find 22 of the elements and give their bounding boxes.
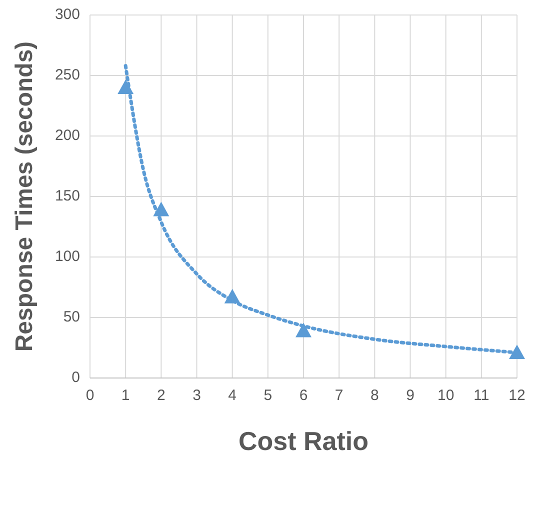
y-tick-label: 250 [54,66,80,84]
x-tick-label: 1 [121,387,130,404]
y-axis-title: Response Times (seconds) [11,41,38,352]
x-tick-label: 4 [228,387,237,404]
x-tick-label: 7 [334,387,344,404]
y-tick-label: 300 [54,6,80,23]
x-tick-label: 9 [406,387,414,404]
x-tick-label: 0 [86,387,94,404]
x-tick-label: 12 [508,387,526,404]
x-tick-label: 8 [370,387,379,404]
x-tick-label: 3 [192,387,201,404]
x-tick-label: 6 [299,387,308,404]
x-tick-label: 5 [264,387,272,404]
x-axis-title: Cost Ratio [238,426,368,456]
y-tick-label: 200 [54,126,80,144]
x-tick-label: 11 [474,387,490,404]
y-tick-label: 150 [54,187,80,204]
x-tick-label: 2 [156,387,166,404]
y-tick-label: 100 [54,248,80,265]
x-tick-label: 10 [437,387,454,404]
y-tick-label: 0 [72,368,80,386]
y-tick-label: 50 [63,308,80,326]
